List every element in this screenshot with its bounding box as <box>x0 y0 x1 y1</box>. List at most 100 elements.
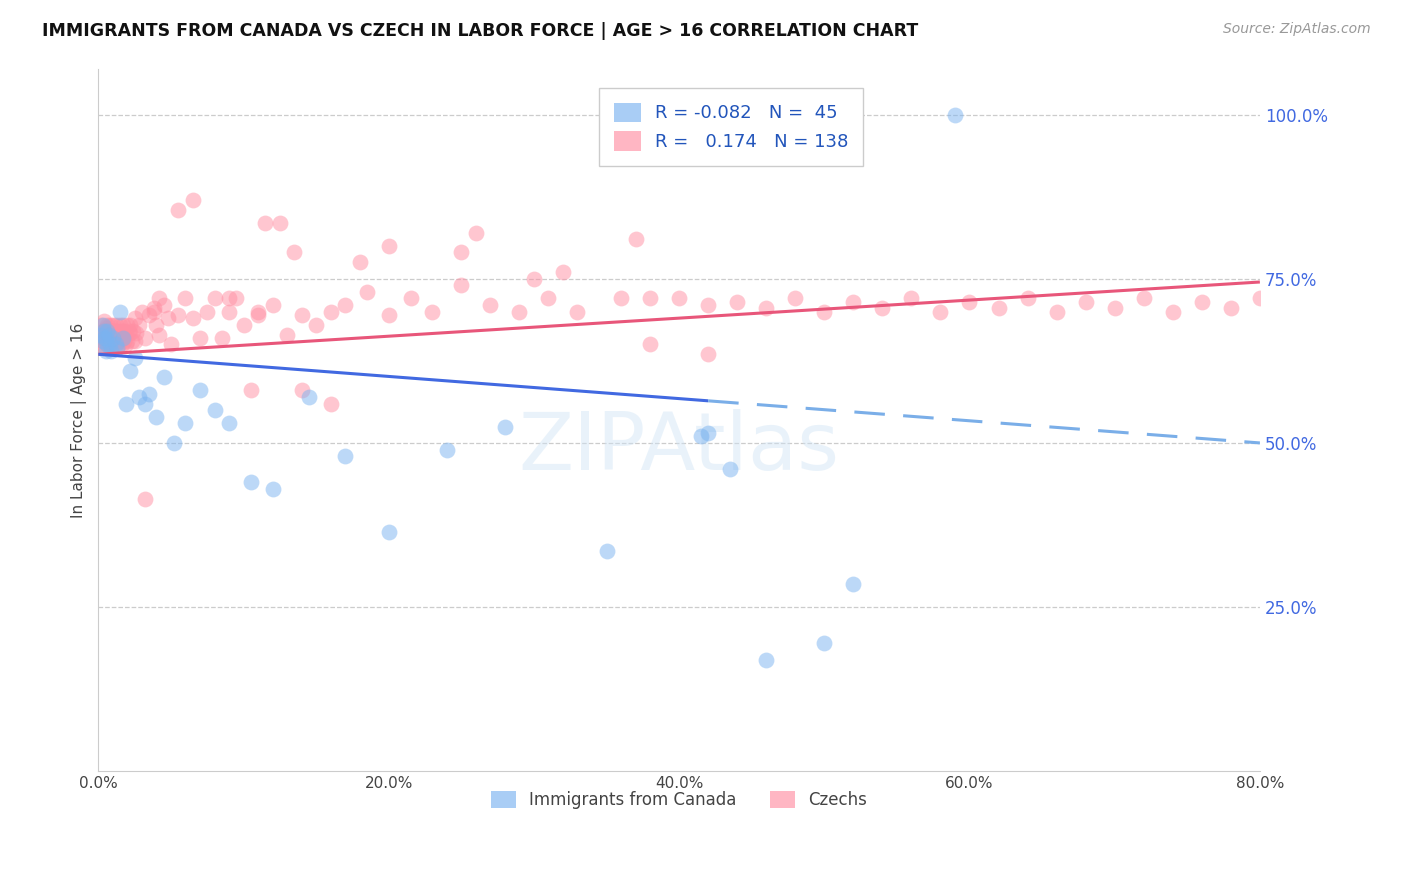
Point <box>105 324 128 338</box>
Point <box>108 334 131 348</box>
Point <box>1249 292 1271 306</box>
Point <box>124 334 146 348</box>
Point <box>120 364 142 378</box>
Point <box>117 318 139 332</box>
Point <box>523 271 546 285</box>
Point <box>595 544 617 558</box>
Point <box>115 337 138 351</box>
Point <box>291 384 314 398</box>
Point <box>112 331 135 345</box>
Point <box>319 396 342 410</box>
Point <box>668 292 690 306</box>
Point <box>101 331 124 345</box>
Point <box>110 337 132 351</box>
Point <box>399 292 422 306</box>
Point <box>112 326 135 340</box>
Point <box>755 653 778 667</box>
Point <box>108 318 131 332</box>
Point <box>108 304 131 318</box>
Point <box>225 292 247 306</box>
Point <box>697 347 720 361</box>
Text: IMMIGRANTS FROM CANADA VS CZECH IN LABOR FORCE | AGE > 16 CORRELATION CHART: IMMIGRANTS FROM CANADA VS CZECH IN LABOR… <box>42 22 918 40</box>
Point <box>494 419 516 434</box>
Point <box>103 324 125 338</box>
Point <box>697 426 720 441</box>
Point <box>283 245 305 260</box>
Point <box>115 396 138 410</box>
Point <box>94 337 117 351</box>
Point <box>142 304 165 318</box>
Point <box>98 327 121 342</box>
Point <box>1132 292 1154 306</box>
Point <box>195 304 218 318</box>
Point <box>98 337 121 351</box>
Point <box>1017 292 1039 306</box>
Point <box>112 318 135 332</box>
Point <box>188 384 211 398</box>
Point <box>247 308 270 322</box>
Point <box>163 436 186 450</box>
Point <box>94 331 117 345</box>
Point <box>305 318 328 332</box>
Point <box>239 475 262 490</box>
Point <box>114 334 136 348</box>
Point <box>377 308 399 322</box>
Point <box>134 491 156 506</box>
Point <box>755 301 778 316</box>
Point <box>157 311 180 326</box>
Point <box>121 334 143 348</box>
Point <box>377 239 399 253</box>
Point <box>97 334 120 348</box>
Point <box>91 334 114 348</box>
Point <box>218 416 240 430</box>
Point <box>181 193 204 207</box>
Point <box>93 331 115 345</box>
Point <box>152 298 174 312</box>
Point <box>134 396 156 410</box>
Point <box>450 278 472 293</box>
Point <box>148 327 170 342</box>
Point <box>785 292 807 306</box>
Point <box>93 314 115 328</box>
Point <box>254 216 277 230</box>
Point <box>1306 294 1329 309</box>
Point <box>114 324 136 338</box>
Text: Source: ZipAtlas.com: Source: ZipAtlas.com <box>1223 22 1371 37</box>
Point <box>959 294 981 309</box>
Point <box>124 351 146 365</box>
Point <box>96 326 118 340</box>
Point <box>104 318 127 332</box>
Point <box>872 301 894 316</box>
Point <box>319 304 342 318</box>
Point <box>1074 294 1097 309</box>
Point <box>107 337 129 351</box>
Point <box>204 403 226 417</box>
Point <box>148 292 170 306</box>
Point <box>718 462 741 476</box>
Point <box>167 308 190 322</box>
Point <box>93 324 115 338</box>
Point <box>269 216 291 230</box>
Point <box>1161 304 1184 318</box>
Point <box>90 327 112 342</box>
Point <box>94 331 117 345</box>
Point <box>450 245 472 260</box>
Point <box>124 311 146 326</box>
Point <box>90 337 112 351</box>
Point <box>508 304 530 318</box>
Point <box>98 318 121 332</box>
Point <box>93 324 115 338</box>
Point <box>110 324 132 338</box>
Point <box>1045 304 1067 318</box>
Point <box>138 308 160 322</box>
Point <box>101 326 124 340</box>
Point <box>105 334 128 348</box>
Point <box>145 409 167 424</box>
Point <box>943 107 966 121</box>
Point <box>1104 301 1126 316</box>
Point <box>813 636 835 650</box>
Point <box>97 327 120 342</box>
Point <box>247 304 270 318</box>
Point <box>1278 304 1301 318</box>
Point <box>900 292 922 306</box>
